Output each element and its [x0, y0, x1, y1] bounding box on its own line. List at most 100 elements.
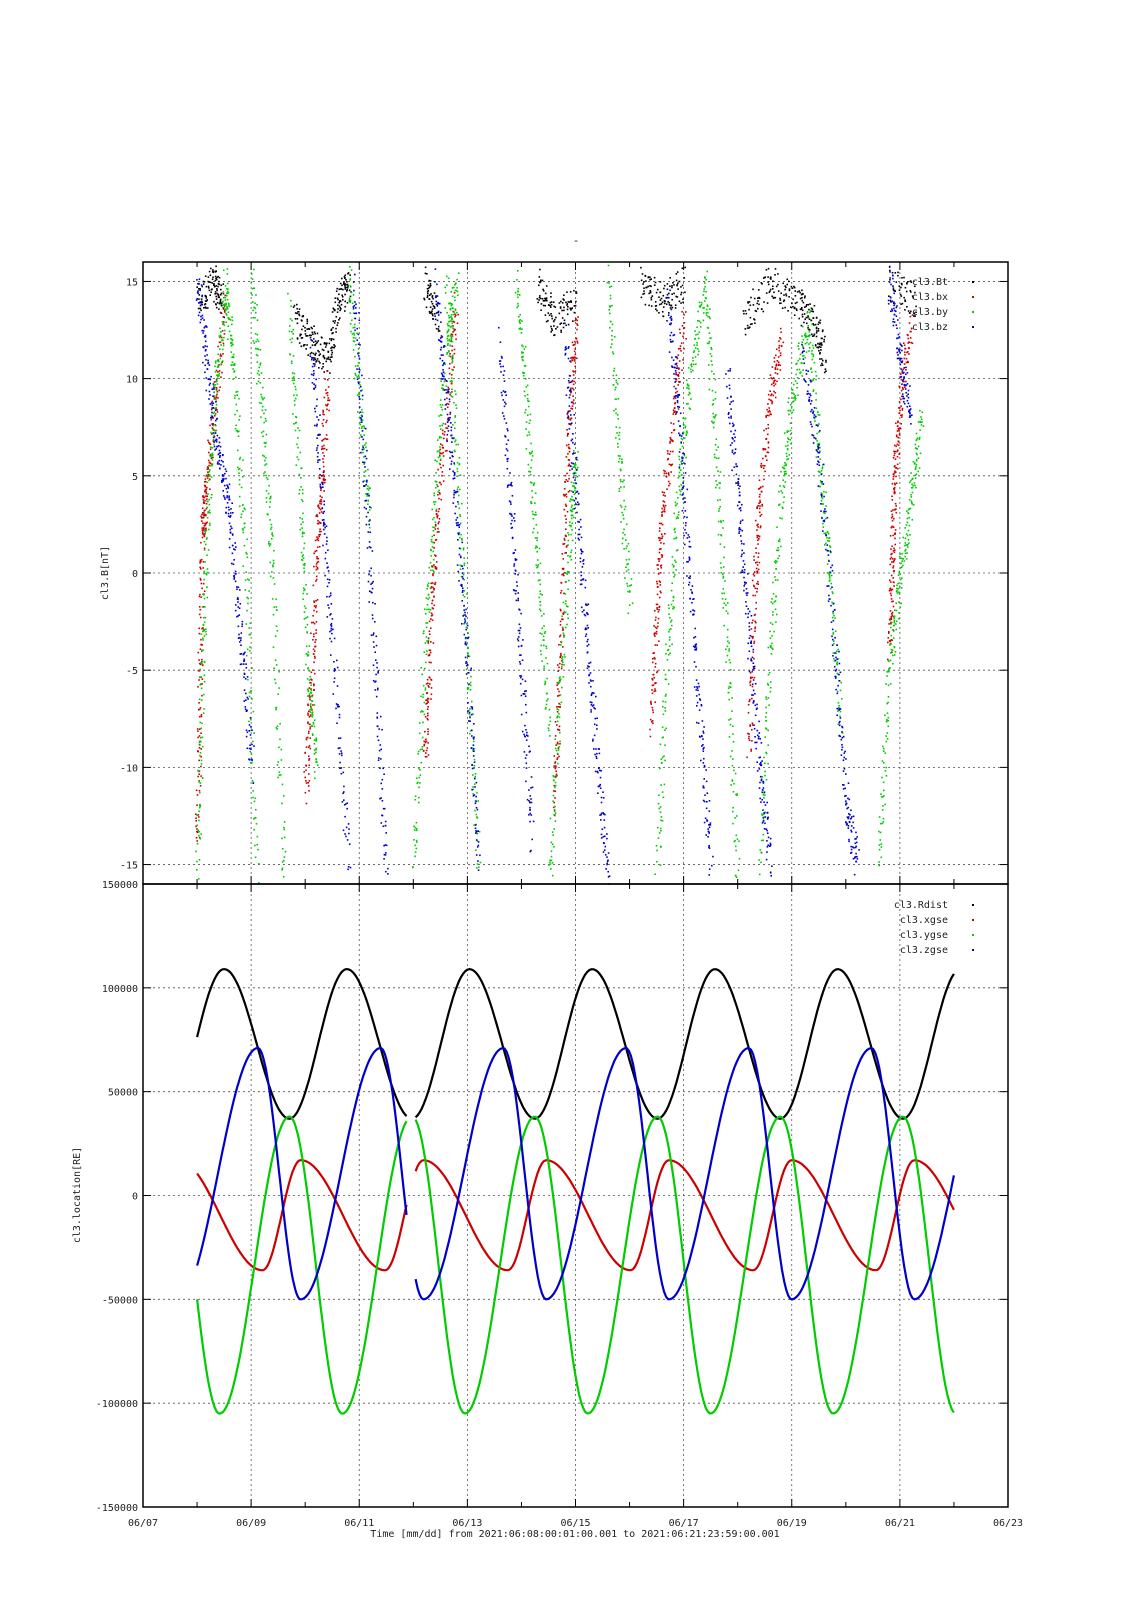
scatter-point — [764, 762, 766, 764]
scatter-point — [771, 642, 773, 645]
scatter-point — [752, 594, 754, 597]
scatter-point — [572, 320, 574, 322]
scatter-point — [817, 330, 820, 332]
scatter-point — [660, 548, 662, 550]
scatter-point — [609, 286, 611, 288]
scatter-point — [354, 372, 356, 375]
scatter-point — [724, 580, 726, 582]
scatter-point — [476, 867, 478, 869]
scatter-point — [820, 470, 823, 472]
scatter-point — [233, 370, 236, 372]
scatter-point — [203, 529, 205, 531]
scatter-point — [346, 281, 348, 283]
scatter-point — [828, 537, 831, 539]
scatter-point — [656, 849, 658, 852]
scatter-point — [450, 314, 453, 316]
scatter-point — [620, 480, 622, 483]
scatter-point — [756, 570, 759, 573]
scatter-point — [243, 526, 246, 529]
scatter-point — [557, 742, 559, 745]
scatter-point — [426, 291, 429, 293]
scatter-point — [813, 333, 816, 336]
scatter-point — [323, 470, 325, 472]
scatter-point — [897, 427, 900, 430]
scatter-point — [891, 612, 893, 615]
scatter-point — [325, 344, 328, 346]
scatter-point — [774, 576, 776, 578]
scatter-point — [672, 413, 675, 415]
scatter-point — [758, 502, 760, 504]
scatter-point — [254, 844, 256, 847]
scatter-point — [265, 476, 268, 479]
scatter-point — [248, 590, 250, 592]
scatter-point — [567, 306, 569, 308]
scatter-point — [560, 609, 562, 612]
scatter-point — [221, 348, 224, 351]
scatter-point — [555, 773, 558, 776]
scatter-point — [199, 740, 201, 743]
scatter-point — [518, 315, 520, 318]
scatter-point — [574, 487, 576, 489]
scatter-point — [661, 311, 664, 313]
scatter-point — [754, 627, 756, 630]
scatter-point — [290, 360, 293, 363]
scatter-point — [772, 288, 774, 290]
scatter-point — [629, 585, 631, 587]
scatter-point — [728, 659, 731, 661]
scatter-point — [428, 686, 430, 688]
scatter-point — [197, 769, 199, 772]
scatter-point — [522, 351, 524, 354]
scatter-point — [328, 399, 331, 401]
scatter-point — [547, 312, 550, 314]
scatter-point — [778, 340, 780, 342]
scatter-point — [254, 317, 256, 319]
scatter-point — [293, 399, 296, 402]
scatter-point — [302, 315, 305, 318]
scatter-point — [197, 814, 200, 816]
scatter-point — [829, 546, 832, 548]
scatter-point — [202, 502, 205, 504]
scatter-point — [454, 390, 456, 392]
scatter-point — [558, 677, 561, 680]
scatter-point — [298, 342, 301, 344]
scatter-point — [890, 510, 893, 512]
scatter-point — [344, 288, 347, 290]
scatter-point — [687, 394, 690, 396]
scatter-point — [722, 575, 725, 578]
scatter-point — [335, 327, 337, 330]
scatter-point — [672, 566, 675, 568]
scatter-point — [428, 653, 431, 656]
scatter-point — [450, 380, 453, 382]
scatter-point — [688, 407, 691, 409]
scatter-point — [895, 471, 897, 473]
scatter-point — [576, 342, 579, 344]
scatter-point — [195, 825, 197, 828]
scatter-point — [627, 590, 629, 593]
scatter-point — [429, 561, 432, 564]
scatter-point — [195, 817, 197, 819]
scatter-point — [437, 510, 440, 513]
scatter-point — [473, 758, 476, 761]
scatter-point — [323, 447, 326, 450]
scatter-point — [265, 490, 268, 492]
scatter-point — [430, 618, 432, 620]
scatter-point — [198, 806, 201, 809]
scatter-point — [206, 477, 209, 479]
scatter-point — [432, 591, 434, 593]
scatter-point — [415, 839, 418, 842]
scatter-point — [819, 480, 822, 482]
scatter-point — [200, 579, 202, 581]
scatter-point — [781, 492, 784, 494]
scatter-point — [357, 348, 360, 350]
scatter-point — [363, 463, 365, 465]
scatter-point — [321, 496, 323, 499]
scatter-point — [561, 317, 564, 319]
scatter-point — [792, 298, 794, 301]
scatter-point — [278, 687, 280, 689]
scatter-point — [622, 514, 624, 516]
scatter-point — [622, 537, 624, 540]
scatter-point — [452, 310, 454, 313]
scatter-point — [675, 517, 678, 520]
scatter-point — [232, 368, 234, 370]
scatter-point — [781, 466, 784, 469]
